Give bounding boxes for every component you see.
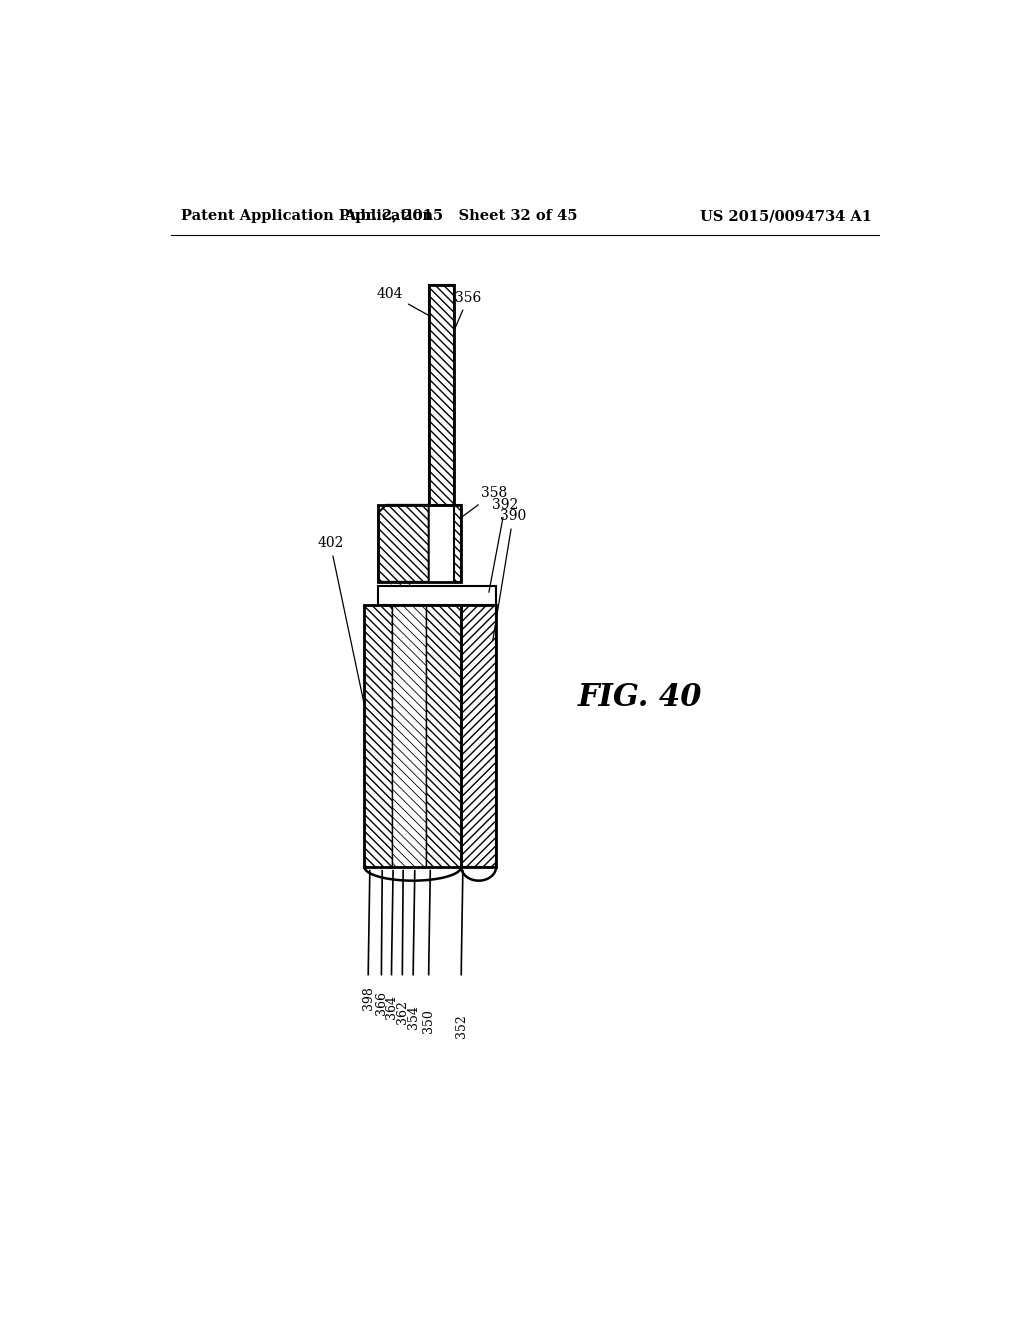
Text: 352: 352 [455,1014,468,1038]
Bar [426,605,461,867]
Text: 402: 402 [317,536,364,702]
Polygon shape [378,506,429,582]
Text: 356: 356 [455,290,481,329]
Text: 404: 404 [377,286,428,315]
Bar [391,605,426,867]
Text: 364: 364 [385,995,398,1019]
Text: 392: 392 [488,498,518,593]
Text: 390: 390 [493,510,526,640]
Text: US 2015/0094734 A1: US 2015/0094734 A1 [700,209,872,223]
Text: 362: 362 [396,1001,409,1024]
Text: Patent Application Publication: Patent Application Publication [180,209,433,223]
Text: 354: 354 [407,1005,420,1028]
Bar [429,285,454,506]
Text: 350: 350 [422,1010,435,1034]
Text: Apr. 2, 2015   Sheet 32 of 45: Apr. 2, 2015 Sheet 32 of 45 [344,209,578,223]
Polygon shape [378,586,496,605]
Text: 366: 366 [375,991,388,1015]
Text: 358: 358 [460,486,507,519]
Bar [461,605,496,867]
Text: 398: 398 [361,986,375,1010]
Polygon shape [454,506,461,582]
Text: FIG. 40: FIG. 40 [578,682,701,713]
Bar [365,605,391,867]
